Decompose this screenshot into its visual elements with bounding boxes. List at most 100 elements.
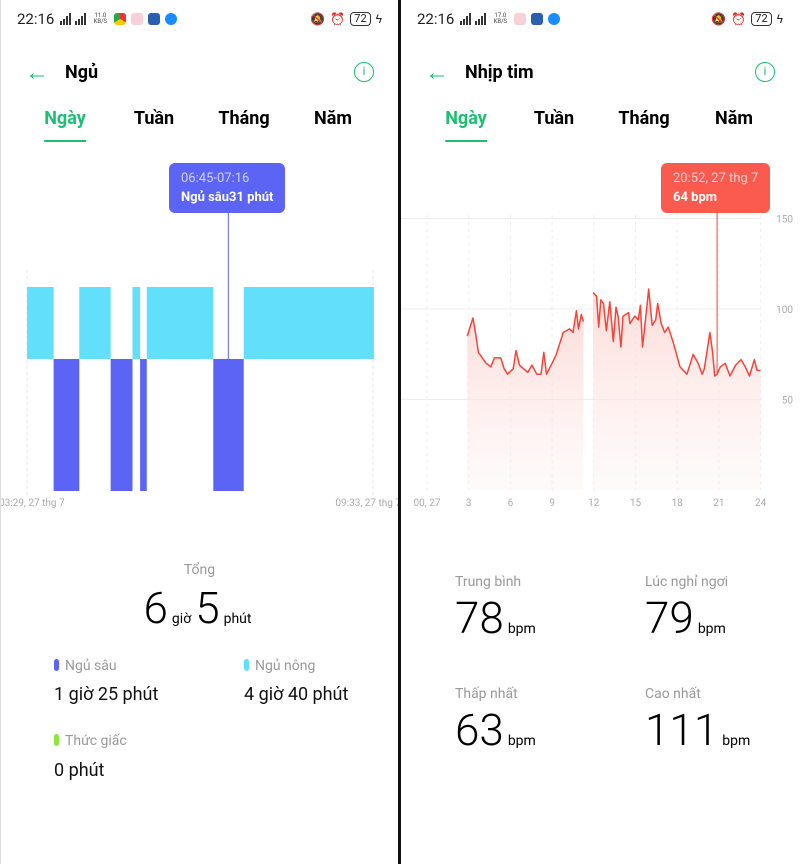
awake-legend-dot: [54, 734, 59, 746]
sleep-segment-deep: [140, 359, 147, 491]
tab-month[interactable]: Tháng: [218, 108, 270, 129]
deep-sleep-label: Ngủ sâu: [54, 658, 117, 674]
x-tick-label: 3: [466, 498, 472, 509]
resting-label: Lúc nghỉ ngơi: [645, 574, 729, 590]
period-tabs: Ngày Tuần Tháng Năm: [1, 108, 398, 148]
signal-4g-icon: [75, 13, 87, 25]
sleep-segment-deep: [110, 359, 133, 491]
x-tick-label: 21: [713, 498, 724, 509]
x-tick-label: 24: [755, 498, 767, 509]
awake-label: Thức giấc: [54, 733, 127, 749]
tab-year[interactable]: Năm: [715, 108, 753, 129]
mute-icon: 🔕: [310, 12, 326, 26]
back-arrow-icon[interactable]: ←: [425, 57, 449, 86]
tab-week[interactable]: Tuần: [133, 108, 175, 129]
net-speed: 17.0 KB/S: [493, 12, 508, 25]
heart-rate-screen: 22:16 17.0 KB/S 🔕 ⏰ 72 ϟ ← Nhịp tim i Ngày …: [401, 0, 799, 864]
battery-icon: 72: [350, 12, 371, 26]
x-tick-label: 15: [630, 498, 642, 509]
x-start-label: 03:29, 27 thg 7: [1, 498, 65, 509]
y-tick-label: 50: [782, 396, 794, 407]
highest-value: 111 bpm: [645, 704, 751, 756]
sleep-chart[interactable]: 03:29, 27 thg 7 09:33, 27 thg 7: [1, 0, 398, 520]
x-tick-label: 18: [672, 498, 684, 509]
lowest-label: Thấp nhất: [455, 686, 518, 702]
light-sleep-value: 4 giờ 40 phút: [244, 684, 349, 705]
minutes-unit: phút: [223, 611, 252, 627]
total-hours: 6: [143, 582, 168, 634]
x-end-label: 09:33, 27 thg 7: [335, 498, 398, 509]
sleep-segment-deep: [213, 359, 244, 491]
heart-rate-line: [592, 288, 761, 377]
page-title: Nhịp tim: [465, 61, 534, 83]
sleep-segment-light: [146, 287, 214, 359]
chrome-icon: [114, 13, 127, 25]
tab-day[interactable]: Ngày: [44, 108, 86, 142]
sleep-segment-light: [79, 287, 111, 359]
weather-icon: [148, 13, 161, 25]
heart-rate-area: [467, 310, 584, 490]
sleep-segment-light: [27, 287, 54, 359]
total-minutes: 5: [195, 582, 220, 634]
period-tabs: Ngày Tuần Tháng Năm: [401, 108, 799, 148]
heart-rate-area: [593, 289, 761, 490]
x-tick-label: 00, 27: [414, 498, 441, 509]
app-header: ← Ngủ i: [25, 56, 374, 88]
status-time: 22:16: [17, 10, 55, 28]
heart-rate-chart[interactable]: 150 100 50 00, 27 3 6 9 12 15 18 21 24: [401, 0, 799, 520]
charging-icon: ϟ: [375, 12, 382, 26]
average-value: 78 bpm: [455, 592, 536, 644]
sleep-tooltip: 06:45-07:16 Ngủ sâu31 phút: [169, 163, 286, 213]
sleep-segment-deep: [53, 359, 80, 491]
hours-unit: giờ: [171, 611, 192, 627]
tooltip-time: 06:45-07:16: [181, 171, 250, 186]
average-label: Trung bình: [455, 574, 522, 590]
heart-rate-line: [466, 310, 585, 375]
y-tick-label: 150: [776, 215, 793, 226]
x-tick-label: 6: [508, 498, 514, 509]
light-sleep-label: Ngủ nông: [244, 658, 315, 674]
alarm-icon: ⏰: [731, 12, 747, 26]
signal-icon: [460, 13, 472, 25]
net-speed: 11.0 KB/S: [93, 12, 108, 25]
battery-icon: 72: [751, 12, 772, 26]
alarm-icon: ⏰: [330, 12, 346, 26]
deep-sleep-value: 1 giờ 25 phút: [54, 684, 159, 705]
sleep-segment-light: [132, 287, 141, 359]
sleep-screen: 22:16 11.0 KB/S 🔕 ⏰ 72 ϟ ← Ngủ i Ngày Tuần …: [0, 0, 398, 864]
tooltip-value: 64 bpm: [673, 190, 718, 205]
heart-tooltip: 20:52, 27 thg 7 64 bpm: [661, 163, 771, 213]
awake-value: 0 phút: [54, 760, 105, 781]
tooltip-label: Ngủ sâu31 phút: [181, 190, 274, 205]
tab-month[interactable]: Tháng: [618, 108, 670, 129]
charging-icon: ϟ: [776, 12, 783, 26]
total-label: Tổng: [183, 562, 216, 578]
status-bar: 22:16 17.0 KB/S 🔕 ⏰ 72 ϟ: [417, 8, 783, 30]
back-arrow-icon[interactable]: ←: [25, 57, 49, 86]
weather-icon: [531, 13, 544, 25]
page-title: Ngủ: [65, 61, 99, 83]
screen-divider: [398, 0, 401, 864]
deep-legend-dot: [54, 659, 59, 671]
light-legend-dot: [244, 659, 249, 671]
mute-icon: 🔕: [711, 12, 727, 26]
sleep-segment-light: [243, 287, 374, 359]
app-header: ← Nhịp tim i: [425, 56, 775, 88]
messenger-icon: [548, 13, 561, 25]
tooltip-time: 20:52, 27 thg 7: [673, 171, 759, 186]
x-tick-label: 9: [549, 498, 555, 509]
y-tick-label: 100: [776, 305, 793, 316]
tab-year[interactable]: Năm: [314, 108, 352, 129]
info-icon[interactable]: i: [755, 62, 775, 82]
health-icon: [514, 13, 527, 25]
resting-value: 79 bpm: [645, 592, 726, 644]
total-sleep: 6 giờ5 phút: [1, 582, 398, 634]
tab-day[interactable]: Ngày: [445, 108, 487, 142]
health-icon: [131, 13, 144, 25]
tab-week[interactable]: Tuần: [533, 108, 575, 129]
signal-icon: [60, 13, 72, 25]
highest-label: Cao nhất: [645, 686, 701, 702]
info-icon[interactable]: i: [354, 62, 374, 82]
signal-4g-icon: [475, 13, 487, 25]
messenger-icon: [165, 13, 178, 25]
